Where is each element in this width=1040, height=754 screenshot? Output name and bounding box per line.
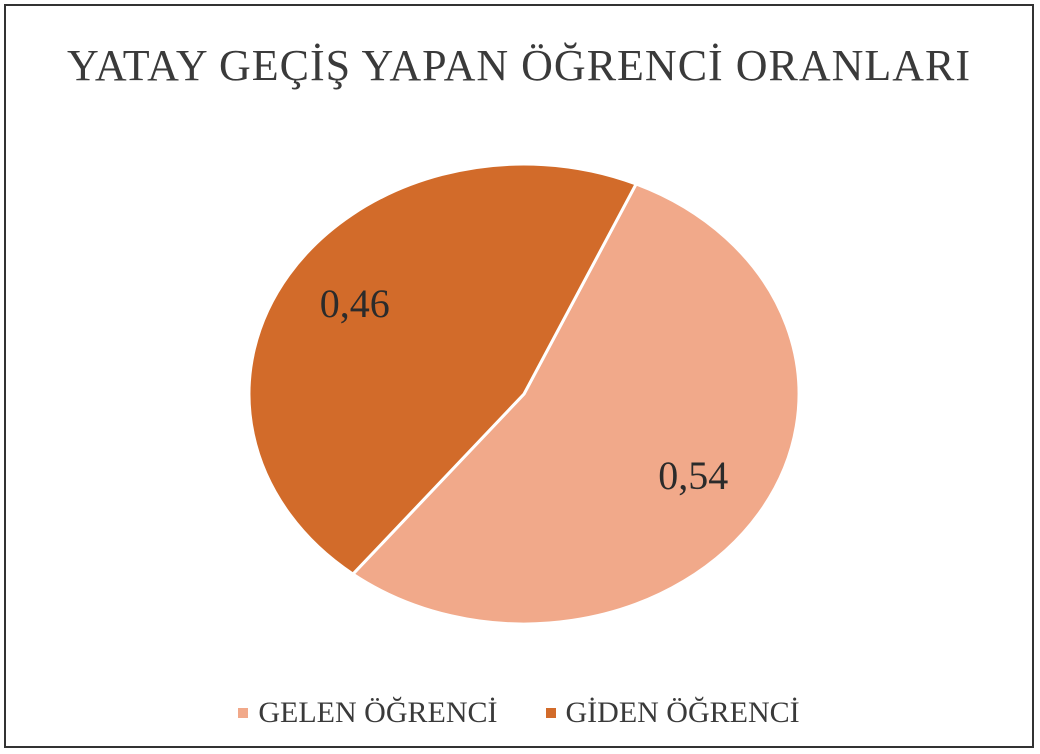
pie-slice-gelen — [350, 182, 801, 626]
data-label-giden: 0,46 — [320, 281, 390, 326]
legend-swatch-giden — [545, 708, 556, 718]
legend-swatch-gelen — [238, 708, 249, 718]
legend-label-gelen: GELEN ÖĞRENCİ — [258, 696, 498, 729]
legend-item-giden: GİDEN ÖĞRENCİ — [545, 696, 800, 730]
legend-item-gelen: GELEN ÖĞRENCİ — [238, 696, 498, 730]
pie-slice-giden — [247, 162, 639, 577]
chart-frame: YATAY GEÇİŞ YAPAN ÖĞRENCİ ORANLARI 0,54 0… — [4, 4, 1034, 748]
legend: GELEN ÖĞRENCİ GİDEN ÖĞRENCİ — [6, 696, 1032, 730]
data-label-gelen: 0,54 — [658, 453, 728, 498]
chart-title: YATAY GEÇİŞ YAPAN ÖĞRENCİ ORANLARI — [66, 41, 972, 90]
legend-label-giden: GİDEN ÖĞRENCİ — [565, 696, 800, 729]
pie-chart: 0,54 0,46 — [247, 162, 801, 626]
